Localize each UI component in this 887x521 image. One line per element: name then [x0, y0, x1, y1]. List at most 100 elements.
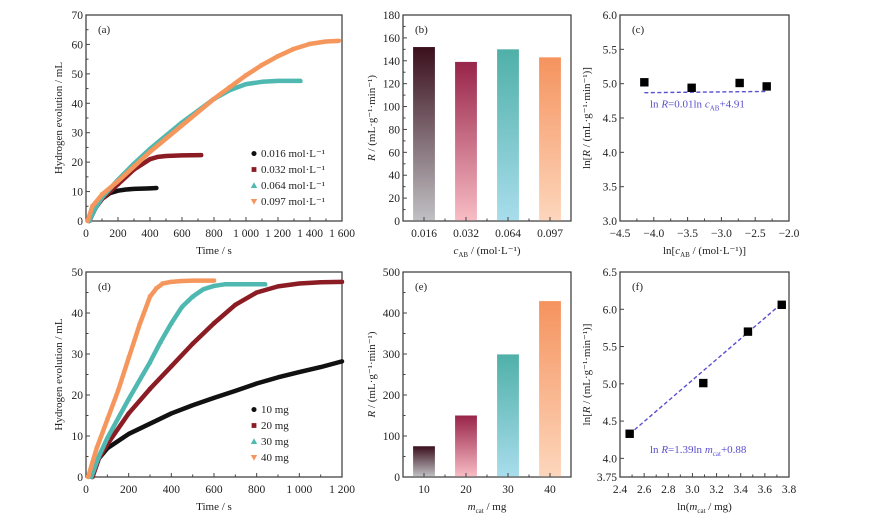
data-point — [169, 364, 174, 369]
x-tick-label: 10 — [418, 484, 430, 496]
data-point — [148, 157, 152, 161]
y-tick-label: 300 — [383, 349, 401, 361]
legend-marker — [251, 167, 257, 172]
legend-entry: 0.064 mol·L⁻¹ — [250, 180, 325, 192]
legend-label: 10 mg — [261, 404, 289, 416]
data-point — [195, 110, 201, 115]
legend-label: 0.016 mol·L⁻¹ — [261, 148, 325, 160]
y-tick-label: 3.5 — [603, 182, 618, 194]
x-tick-label: −3.0 — [711, 228, 732, 240]
legend-entry: 0.097 mol·L⁻¹ — [250, 196, 325, 208]
y-tick-label: 140 — [383, 56, 401, 68]
y-tick-label: 30 — [72, 128, 84, 140]
x-tick-label: 0.064 — [495, 228, 521, 240]
panel-label: (a) — [98, 24, 111, 36]
legend-marker — [250, 454, 258, 461]
data-point — [307, 41, 313, 47]
data-point — [336, 38, 342, 44]
data-point — [200, 286, 206, 292]
y-tick-label: 0 — [77, 216, 83, 228]
data-point — [743, 327, 753, 336]
y-axis-label: Hydrogen evolution / mL — [53, 62, 65, 174]
data-point — [104, 417, 110, 422]
bar-40 — [539, 301, 561, 477]
x-tick-label: −2.0 — [779, 228, 800, 240]
y-tick-label: 5.5 — [603, 342, 618, 354]
data-point — [154, 186, 159, 190]
legend-marker — [251, 406, 257, 413]
data-point — [211, 96, 217, 102]
data-point — [168, 320, 174, 326]
data-point — [199, 153, 203, 157]
y-axis-label: ln[R / (mL·g⁻¹·min⁻¹)] — [581, 67, 593, 169]
data-point — [640, 78, 649, 87]
y-tick-label: 5.0 — [603, 379, 618, 391]
data-point — [154, 286, 159, 291]
y-tick-label: 70 — [72, 10, 84, 22]
x-tick-label: 3.0 — [685, 484, 700, 496]
y-axis-label: Hydrogen evolution / mL — [53, 318, 65, 430]
panel-d: 0 200 400 600 800 1 000 1 200 0 10 20 30 40 50 10 mg 2… — [53, 267, 355, 513]
x-tick-label: −4.5 — [610, 228, 631, 240]
data-point — [94, 446, 100, 451]
legend-label: 0.097 mol·L⁻¹ — [261, 196, 325, 208]
x-tick-label: 200 — [109, 228, 127, 240]
data-point — [699, 378, 708, 388]
legend-entry: 10 mg — [251, 404, 289, 416]
y-axis-label: ln[R / (mL·g⁻¹·min⁻¹)] — [581, 324, 593, 426]
fit-line — [629, 302, 783, 435]
data-point — [232, 281, 238, 287]
data-point — [131, 164, 137, 169]
data-point — [126, 411, 131, 416]
y-tick-label: 180 — [383, 10, 401, 22]
axes-frame — [619, 14, 790, 222]
panel-e: 0 100 200 300 400 500 10 20 30 40 (e) mcat / mg R / … — [366, 267, 572, 515]
y-tick-label: 100 — [383, 431, 401, 443]
y-tick-label: 4.0 — [603, 453, 618, 465]
data-point — [104, 435, 110, 440]
bar-0.016 — [413, 47, 435, 221]
series-0 — [90, 359, 345, 480]
data-point — [222, 281, 228, 287]
data-point — [179, 279, 185, 284]
legend-marker — [251, 423, 257, 428]
data-point — [625, 429, 634, 438]
y-tick-label: 100 — [383, 102, 401, 114]
data-point — [163, 136, 169, 141]
y-tick-label: 200 — [383, 390, 401, 402]
x-tick-label: 2.4 — [613, 484, 628, 496]
x-tick-label: −2.5 — [745, 228, 766, 240]
x-tick-label: 0.032 — [453, 228, 479, 240]
data-point — [132, 187, 136, 191]
data-point — [169, 411, 174, 416]
data-point — [190, 278, 196, 284]
y-tick-label: 0 — [394, 216, 400, 228]
x-axis-label: ln[cAB / (mol·L⁻¹)] — [663, 245, 746, 259]
data-point — [179, 304, 185, 309]
data-point — [148, 387, 152, 391]
y-tick-label: 0 — [77, 472, 83, 484]
x-tick-label: 200 — [120, 484, 138, 496]
y-tick-label: 4.5 — [603, 113, 618, 125]
x-tick-label: 20 — [460, 484, 472, 496]
data-point — [291, 46, 297, 52]
data-point — [254, 381, 259, 386]
legend-marker — [251, 150, 257, 157]
data-point — [340, 280, 344, 284]
y-axis-label: R / (mL·g⁻¹·min⁻¹) — [366, 331, 378, 418]
legend-label: 0.064 mol·L⁻¹ — [261, 180, 325, 192]
y-tick-label: 20 — [72, 157, 84, 169]
data-point — [735, 78, 744, 88]
y-tick-label: 30 — [72, 349, 84, 361]
y-tick-label: 60 — [72, 39, 84, 51]
data-point — [126, 356, 132, 361]
y-tick-label: 400 — [383, 308, 401, 320]
data-point — [276, 284, 280, 289]
data-point — [259, 63, 265, 68]
data-point — [243, 81, 249, 87]
data-point — [254, 290, 259, 295]
y-tick-label: 20 — [72, 390, 84, 402]
data-point — [160, 281, 166, 286]
panel-f: 2.4 2.6 2.8 3.0 3.2 3.4 3.6 3.8 3.75 4.0 4.5 5.0 5.5… — [581, 267, 796, 515]
